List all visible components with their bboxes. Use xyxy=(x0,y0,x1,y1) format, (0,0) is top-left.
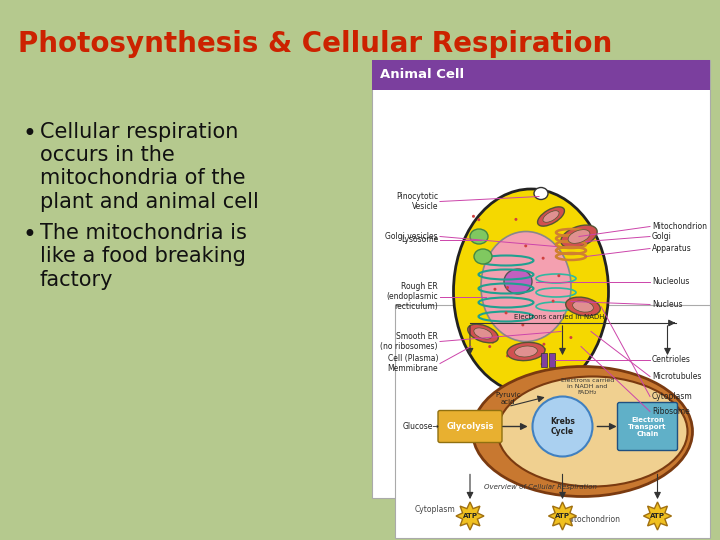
Ellipse shape xyxy=(481,232,571,341)
Ellipse shape xyxy=(521,323,524,326)
Text: Pyruvic
acid: Pyruvic acid xyxy=(495,392,521,405)
Text: Mitochondrion: Mitochondrion xyxy=(652,222,707,231)
Text: Centrioles: Centrioles xyxy=(652,355,691,364)
Ellipse shape xyxy=(507,342,545,361)
Ellipse shape xyxy=(561,225,597,248)
Text: Ribosome: Ribosome xyxy=(652,407,690,416)
Ellipse shape xyxy=(505,312,508,314)
Text: mitochondria of the: mitochondria of the xyxy=(40,168,246,188)
Text: Cytoplasm: Cytoplasm xyxy=(415,505,456,515)
Text: Golgi: Golgi xyxy=(652,232,672,241)
Text: ATP: ATP xyxy=(555,513,570,519)
FancyBboxPatch shape xyxy=(618,402,678,450)
Ellipse shape xyxy=(538,207,564,226)
Text: Glycolysis: Glycolysis xyxy=(446,422,494,431)
Ellipse shape xyxy=(542,343,546,346)
Text: Microtubules: Microtubules xyxy=(652,372,701,381)
Text: •: • xyxy=(22,122,36,146)
Text: Photosynthesis & Cellular Respiration: Photosynthesis & Cellular Respiration xyxy=(18,30,612,58)
Ellipse shape xyxy=(533,396,593,456)
Ellipse shape xyxy=(534,187,548,199)
Ellipse shape xyxy=(515,346,537,357)
Text: Rough ER
(endoplasmic
recticulum): Rough ER (endoplasmic recticulum) xyxy=(387,281,438,312)
Ellipse shape xyxy=(472,367,693,496)
Bar xyxy=(395,305,710,538)
Ellipse shape xyxy=(474,249,492,264)
Ellipse shape xyxy=(552,300,554,302)
Text: Glucose→: Glucose→ xyxy=(403,422,440,431)
Text: Nucleus: Nucleus xyxy=(652,300,683,309)
Text: Apparatus: Apparatus xyxy=(652,244,692,253)
Polygon shape xyxy=(644,502,672,530)
Ellipse shape xyxy=(572,301,593,312)
Bar xyxy=(541,353,547,367)
Ellipse shape xyxy=(506,286,509,289)
Text: Smooth ER
(no ribosomes): Smooth ER (no ribosomes) xyxy=(380,332,438,351)
Text: Mitochondrion: Mitochondrion xyxy=(565,516,620,524)
Text: Electrons carried in NADH: Electrons carried in NADH xyxy=(513,314,604,320)
Text: Krebs
Cycle: Krebs Cycle xyxy=(550,417,575,436)
Text: Cell (Plasma)
Memmibrane: Cell (Plasma) Memmibrane xyxy=(387,354,438,373)
Ellipse shape xyxy=(504,269,532,294)
Bar xyxy=(372,60,710,90)
Ellipse shape xyxy=(498,376,688,487)
Ellipse shape xyxy=(470,229,488,244)
Ellipse shape xyxy=(477,232,480,234)
Text: Cellular respiration: Cellular respiration xyxy=(40,122,238,142)
Ellipse shape xyxy=(557,274,560,277)
Ellipse shape xyxy=(541,256,544,260)
Text: ATP: ATP xyxy=(650,513,665,519)
Ellipse shape xyxy=(568,230,590,244)
Text: Electron
Transport
Chain: Electron Transport Chain xyxy=(629,416,667,436)
Text: Overview of Cellular Respiration: Overview of Cellular Respiration xyxy=(485,484,598,490)
Ellipse shape xyxy=(477,218,480,221)
Ellipse shape xyxy=(570,336,572,339)
Text: Lysosome: Lysosome xyxy=(401,235,438,244)
Ellipse shape xyxy=(585,241,588,244)
Text: factory: factory xyxy=(40,269,114,289)
Ellipse shape xyxy=(472,215,475,218)
Text: Cytoplasm: Cytoplasm xyxy=(652,392,693,401)
Ellipse shape xyxy=(543,348,546,350)
Text: ATP: ATP xyxy=(462,513,477,519)
Ellipse shape xyxy=(454,189,608,394)
FancyBboxPatch shape xyxy=(438,410,502,442)
Polygon shape xyxy=(456,502,484,530)
Ellipse shape xyxy=(524,245,527,247)
Text: Electrons carried
in NADH and
FADH₂: Electrons carried in NADH and FADH₂ xyxy=(561,378,614,395)
Text: •: • xyxy=(22,223,36,247)
Text: like a food breaking: like a food breaking xyxy=(40,246,246,266)
Ellipse shape xyxy=(474,328,492,339)
Ellipse shape xyxy=(493,288,497,291)
Ellipse shape xyxy=(506,354,509,357)
Text: Animal Cell: Animal Cell xyxy=(380,69,464,82)
Text: Pinocytotic
Vesicle: Pinocytotic Vesicle xyxy=(396,192,438,211)
Text: Nucleolus: Nucleolus xyxy=(652,277,689,286)
Ellipse shape xyxy=(468,324,498,343)
Bar xyxy=(549,353,555,367)
Text: occurs in the: occurs in the xyxy=(40,145,175,165)
Ellipse shape xyxy=(543,211,559,222)
Ellipse shape xyxy=(541,362,544,366)
Text: The mitochondria is: The mitochondria is xyxy=(40,223,247,243)
Ellipse shape xyxy=(488,345,491,348)
Text: plant and animal cell: plant and animal cell xyxy=(40,192,259,212)
Ellipse shape xyxy=(491,341,495,343)
Bar xyxy=(372,60,710,498)
Ellipse shape xyxy=(515,218,518,221)
Text: Golgi vesicles: Golgi vesicles xyxy=(385,232,438,241)
Polygon shape xyxy=(549,502,577,530)
Ellipse shape xyxy=(566,297,600,316)
